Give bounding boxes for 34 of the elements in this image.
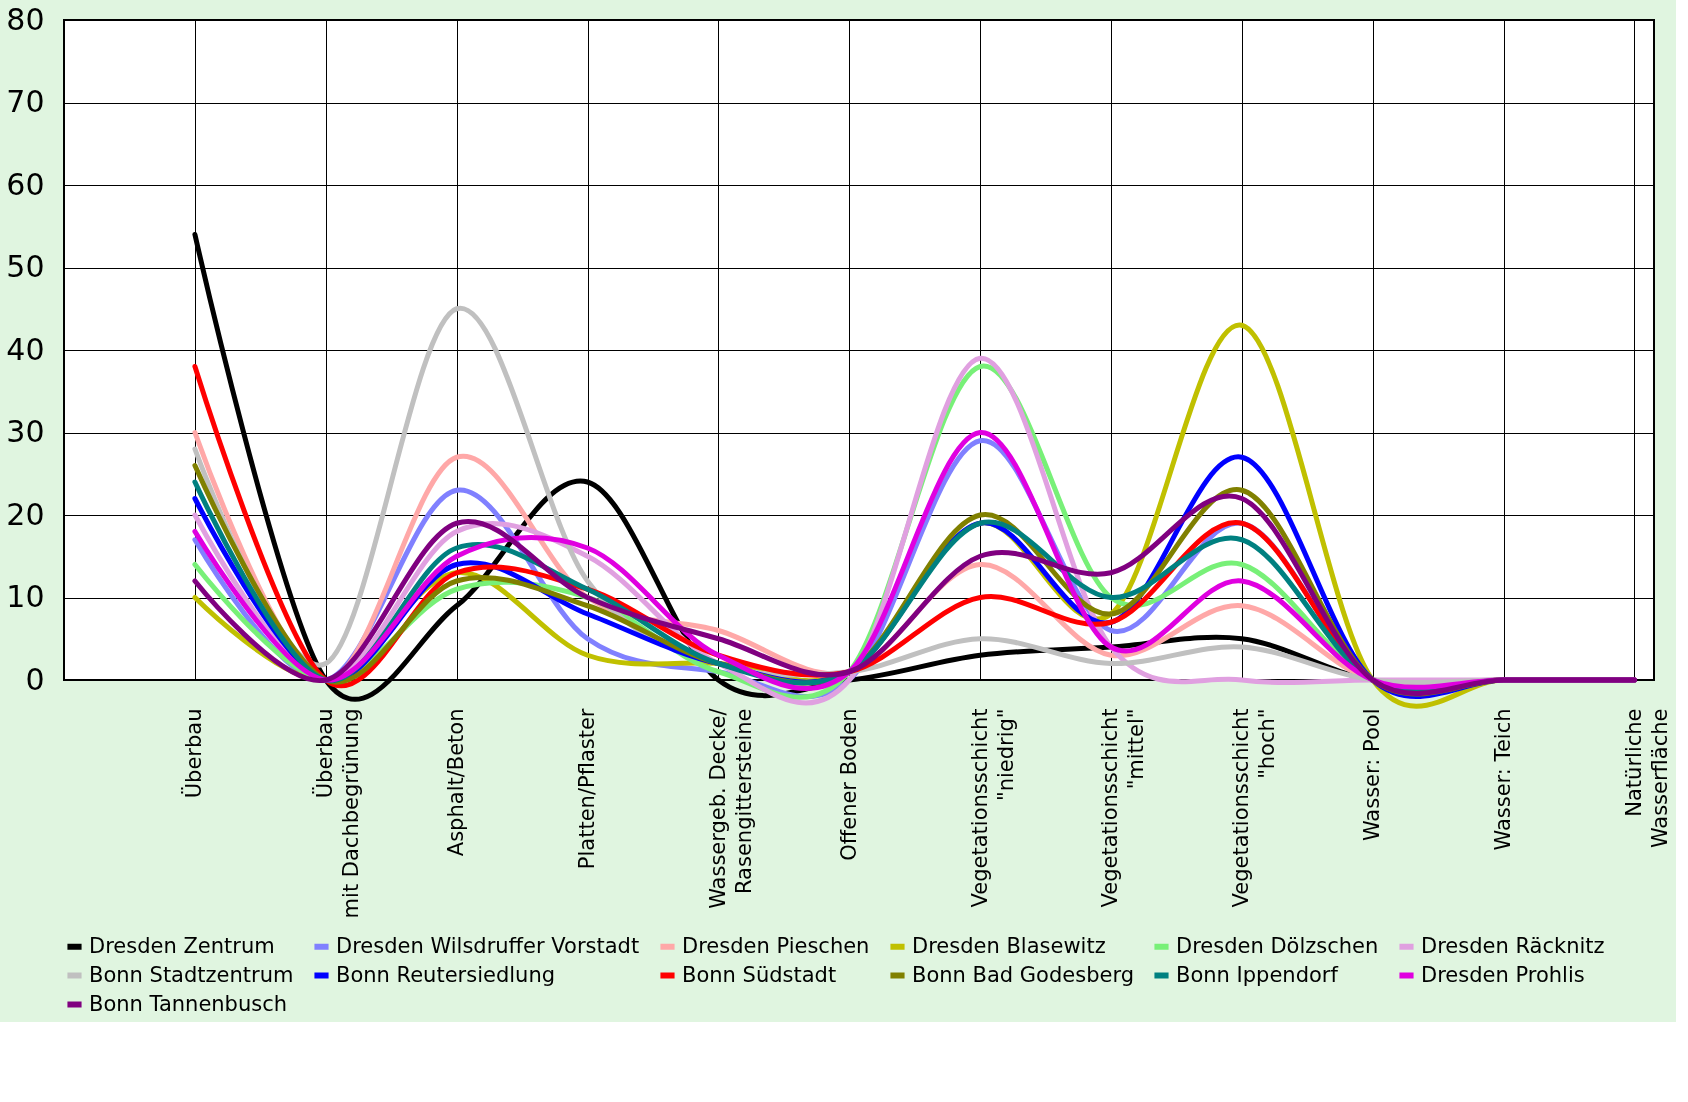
y-tick-label: 30	[6, 414, 45, 449]
legend-label: Bonn Stadtzentrum	[89, 962, 294, 987]
legend-label: Dresden Wilsdruffer Vorstadt	[336, 933, 640, 958]
x-tick-label: Wassergeb. Decke/ Rasengittersteine	[705, 707, 756, 909]
legend-label: Dresden Dölzschen	[1176, 933, 1379, 958]
y-tick-label: 60	[6, 166, 45, 202]
y-tick-label: 70	[6, 84, 45, 119]
x-tick-label: Überbau	[181, 708, 207, 799]
x-tick-label: Offener Boden	[836, 708, 861, 861]
x-tick-label: Platten/Pflaster	[575, 708, 600, 870]
x-tick-label: Asphalt/Beton	[444, 708, 469, 857]
y-tick-label: 0	[25, 661, 45, 697]
x-tick-label: Vegetationsschicht "mittel"	[1098, 708, 1149, 908]
y-tick-label: 40	[6, 331, 45, 367]
y-tick-label: 10	[6, 579, 45, 614]
legend-label: Bonn Ippendorf	[1176, 962, 1339, 987]
legend-label: Dresden Zentrum	[89, 933, 275, 958]
legend-label: Bonn Tannenbusch	[89, 991, 288, 1016]
legend-label: Dresden Prohlis	[1421, 962, 1585, 987]
y-tick-label: 20	[6, 496, 45, 532]
legend-label: Bonn Südstadt	[682, 962, 837, 987]
x-tick-label: Überbau mit Dachbegrünung	[312, 708, 364, 919]
legend-label: Dresden Räcknitz	[1421, 933, 1605, 958]
x-tick-label: Natürliche Wasserfläche	[1621, 708, 1672, 849]
x-tick-label: Wasser: Pool	[1360, 708, 1385, 842]
y-tick-label: 80	[6, 1, 45, 37]
legend-label: Bonn Bad Godesberg	[912, 962, 1134, 987]
x-tick-label: Wasser: Teich	[1491, 708, 1516, 851]
y-tick-label: 50	[6, 249, 45, 284]
legend-label: Dresden Blasewitz	[912, 933, 1106, 958]
x-tick-label: Vegetationsschicht "hoch"	[1229, 708, 1280, 908]
legend-label: Dresden Pieschen	[682, 933, 870, 958]
legend-label: Bonn Reutersiedlung	[336, 962, 556, 987]
x-tick-label: Vegetationsschicht "niedrig"	[967, 708, 1018, 908]
